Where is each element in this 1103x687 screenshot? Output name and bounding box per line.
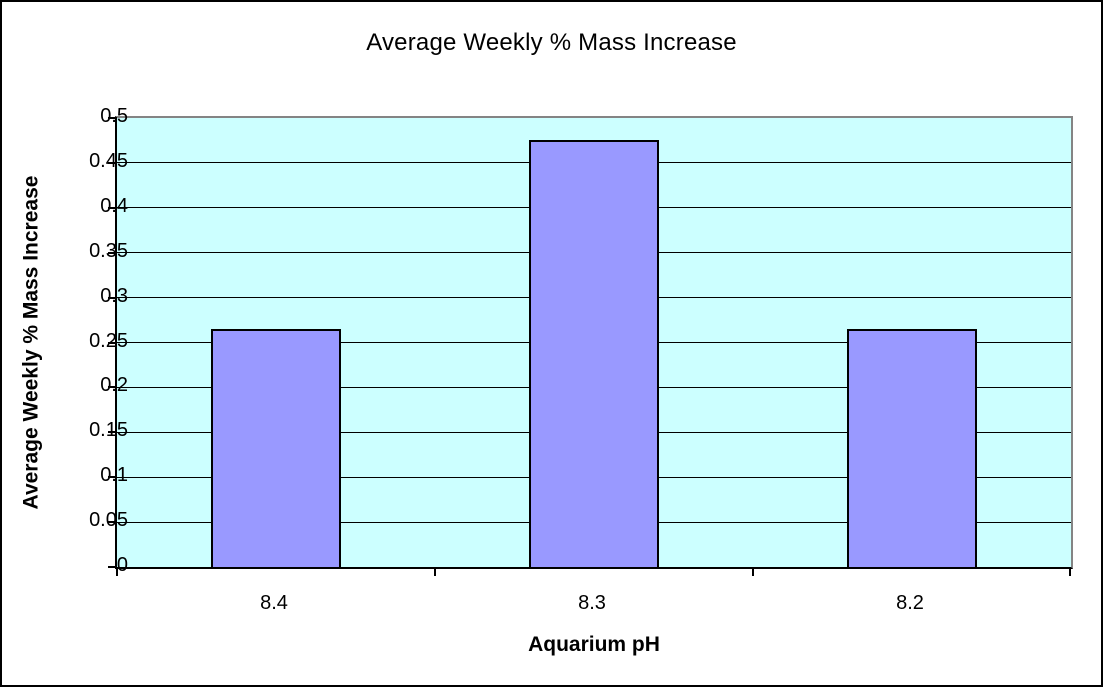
y-axis-tick [108, 341, 117, 344]
x-axis-tick [752, 567, 754, 576]
y-axis-tick [108, 566, 117, 568]
chart-title: Average Weekly % Mass Increase [366, 29, 737, 56]
bar [847, 329, 977, 567]
x-axis-tick [434, 567, 436, 576]
y-axis-tick-label: 0.15 [89, 419, 128, 442]
y-axis-tick-label: 0.45 [89, 149, 128, 172]
y-axis-tick [108, 117, 117, 119]
y-axis-tick-label: 0.25 [89, 329, 128, 352]
y-axis-tick-label: 0.05 [89, 509, 128, 532]
y-axis-tick-label: 0.3 [100, 284, 128, 307]
y-axis-tick-label: 0.4 [100, 194, 128, 217]
y-axis-tick-label: 0.5 [100, 105, 128, 127]
y-axis-tick [108, 161, 117, 164]
y-axis-tick [108, 521, 117, 524]
bar [529, 140, 659, 567]
y-axis-tick [108, 431, 117, 434]
y-axis-tick [108, 206, 117, 209]
x-axis-tick-label: 8.2 [896, 592, 924, 614]
y-axis-tick [108, 251, 117, 254]
y-axis-tick [108, 476, 117, 479]
x-axis-tick-label: 8.3 [578, 592, 606, 614]
y-axis-tick [108, 386, 117, 389]
x-axis-title: Aquarium pH [528, 633, 660, 656]
y-axis-tick-label: 0.2 [100, 374, 128, 397]
y-axis-tick-label: 0.1 [100, 464, 128, 487]
x-axis-tick-label: 8.4 [260, 592, 288, 614]
y-axis-title: Average Weekly % Mass Increase [19, 175, 43, 510]
y-axis-tick-label: 0.35 [89, 239, 128, 262]
bar [211, 329, 341, 567]
y-axis-tick-label: 0 [116, 554, 128, 576]
x-axis-tick [116, 567, 118, 576]
x-axis-tick [1069, 567, 1071, 576]
plot-area [108, 116, 1073, 576]
y-axis-tick [108, 296, 117, 299]
